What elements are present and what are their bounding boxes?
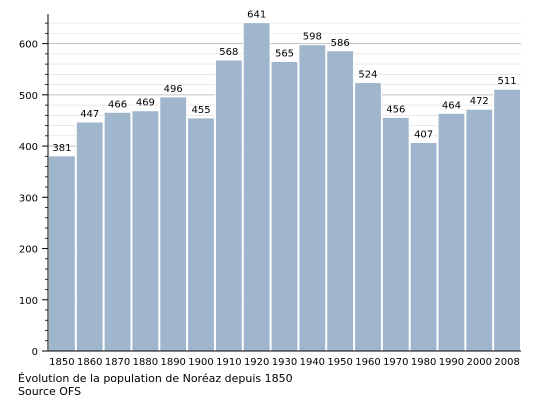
- y-tick-label: 0: [32, 347, 38, 358]
- chart-source: Source OFS: [18, 385, 82, 398]
- x-tick-label-1940: 1940: [300, 357, 325, 368]
- bar-1870: [103, 111, 132, 352]
- value-label-1920: 641: [247, 10, 266, 21]
- bar-1890: [159, 96, 188, 352]
- bar-1950: [326, 50, 355, 352]
- bar-1920: [242, 22, 271, 352]
- y-tick-label: 500: [19, 91, 38, 102]
- y-tick-label: 300: [19, 193, 38, 204]
- x-tick-label-1930: 1930: [272, 357, 297, 368]
- value-label-1900: 455: [191, 105, 210, 116]
- value-label-1940: 598: [303, 32, 322, 43]
- x-tick-label-1850: 1850: [49, 357, 74, 368]
- x-tick-label-2000: 2000: [467, 357, 492, 368]
- x-tick-label-1890: 1890: [160, 357, 185, 368]
- x-tick-label-2008: 2008: [494, 357, 519, 368]
- x-tick-label-1900: 1900: [188, 357, 213, 368]
- value-label-1850: 381: [52, 143, 71, 154]
- chart-caption: Évolution de la population de Noréaz dep…: [18, 372, 293, 385]
- x-tick-label-1950: 1950: [327, 357, 352, 368]
- value-label-1910: 568: [219, 47, 238, 58]
- bar-1850: [48, 155, 76, 352]
- x-tick-label-1910: 1910: [216, 357, 241, 368]
- bars-group: [48, 22, 522, 352]
- x-tick-label-1980: 1980: [411, 357, 436, 368]
- value-label-1860: 447: [80, 109, 99, 120]
- bar-1970: [381, 116, 410, 352]
- value-label-1930: 565: [275, 49, 294, 60]
- value-label-1980: 407: [414, 129, 433, 140]
- x-tick-label-1960: 1960: [355, 357, 380, 368]
- y-tick-label: 400: [19, 142, 38, 153]
- bar-2000: [465, 108, 494, 352]
- bar-2008: [493, 88, 522, 352]
- value-label-1960: 524: [358, 70, 377, 81]
- x-tick-label-1870: 1870: [105, 357, 130, 368]
- y-tick-label: 200: [19, 245, 38, 256]
- bar-1990: [437, 112, 466, 352]
- x-tick-label-1990: 1990: [439, 357, 464, 368]
- bar-1860: [75, 121, 104, 352]
- bar-1910: [214, 59, 243, 352]
- x-tick-label-1970: 1970: [383, 357, 408, 368]
- y-tick-label: 600: [19, 40, 38, 51]
- value-label-1890: 496: [164, 84, 183, 95]
- value-label-2008: 511: [498, 76, 517, 87]
- x-tick-label-1880: 1880: [133, 357, 158, 368]
- bar-1960: [354, 82, 382, 352]
- bar-1930: [270, 61, 299, 352]
- bar-1880: [131, 110, 160, 352]
- value-label-1990: 464: [442, 100, 461, 111]
- value-label-1970: 456: [386, 104, 405, 115]
- value-labels-group: 381 447 466 469 496 455 568 641 565 598 586 524 456 4…: [52, 10, 516, 154]
- y-tick-label: 100: [19, 296, 38, 307]
- bar-1980: [409, 141, 438, 352]
- bar-1940: [298, 44, 327, 352]
- x-tick-label-1920: 1920: [244, 357, 269, 368]
- bar-1900: [187, 117, 215, 352]
- value-label-1950: 586: [331, 38, 350, 49]
- value-label-1880: 469: [136, 98, 155, 109]
- x-tick-label-1860: 1860: [77, 357, 102, 368]
- value-label-1870: 466: [108, 99, 127, 110]
- value-label-2000: 472: [470, 96, 489, 107]
